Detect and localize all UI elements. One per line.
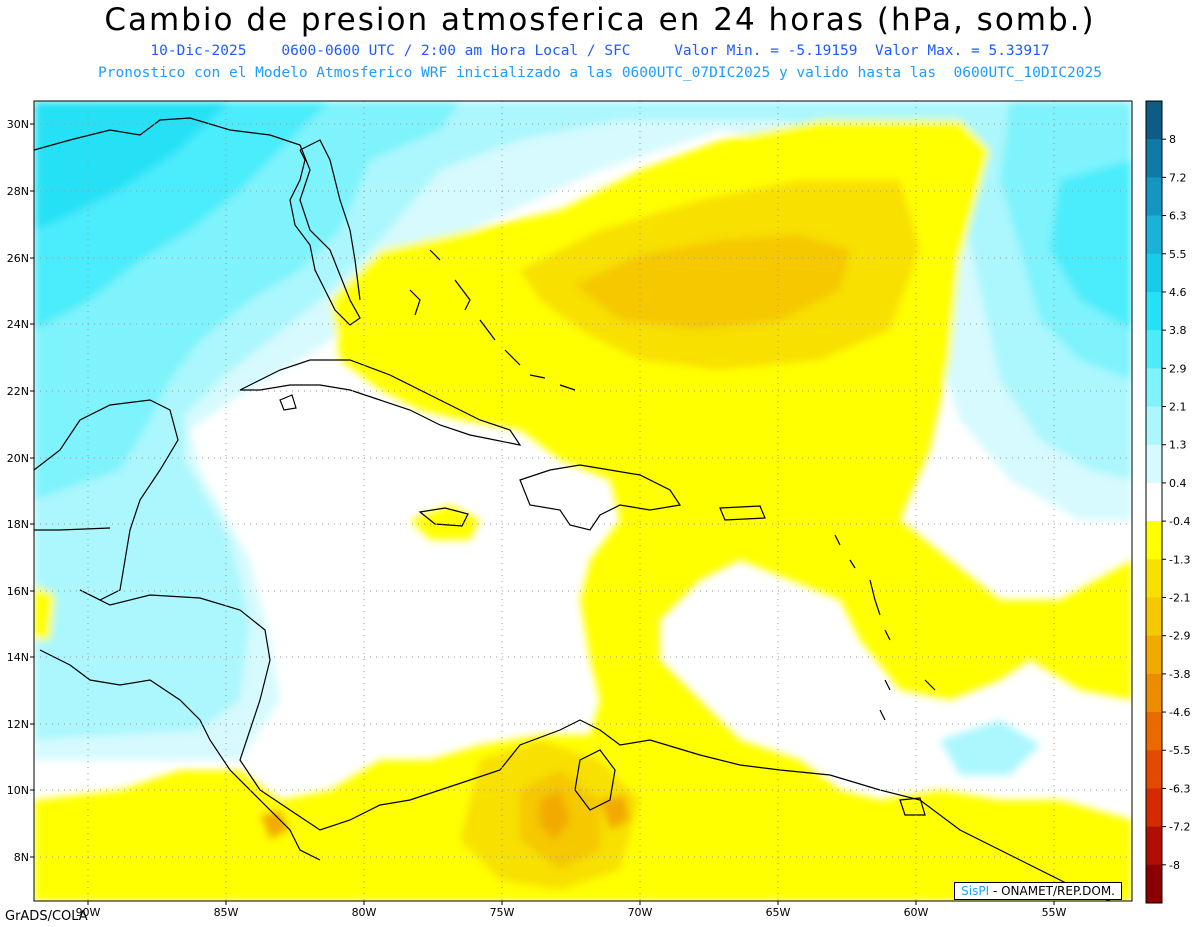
cyan-patch-se <box>940 720 1040 775</box>
graticule <box>34 101 1132 901</box>
tick-marks <box>30 123 1055 905</box>
colorbar-label: -3.8 <box>1169 668 1190 681</box>
latitude-labels: 30N 28N 26N 24N 22N 20N 18N 16N 14N 12N … <box>7 118 29 864</box>
colorbar-swatch <box>1146 826 1162 866</box>
colorbar-swatch <box>1146 635 1162 675</box>
orange-spot-2 <box>600 795 630 830</box>
cyan-darker-nw <box>34 101 230 230</box>
colorbar-label: -6.3 <box>1169 782 1190 795</box>
credit-text: - ONAMET/REP.DOM. <box>989 884 1115 898</box>
colorbar-swatch <box>1146 712 1162 751</box>
colorbar-swatch <box>1146 291 1162 331</box>
sispi-logo: SisPI <box>961 884 990 898</box>
lat-label: 30N <box>7 118 29 131</box>
colorbar-label: 2.9 <box>1169 362 1187 375</box>
colorbar-label: 0.4 <box>1169 477 1187 490</box>
colorbar-label: 8 <box>1169 133 1176 146</box>
colorbar-swatch <box>1146 559 1162 598</box>
colorbar: 8 7.2 6.3 5.5 4.6 3.8 2.9 2.1 1.3 0.4 -0.4 -1.3 -2.1… <box>1145 100 1190 904</box>
lat-label: 10N <box>7 784 29 797</box>
lat-label: 12N <box>7 718 29 731</box>
colorbar-label: 3.8 <box>1169 324 1187 337</box>
forecast-time-line: 10-Dic-2025 0600-0600 UTC / 2:00 am Hora… <box>150 43 1050 59</box>
lat-label: 28N <box>7 185 29 198</box>
colorbar-label: -1.3 <box>1169 553 1190 566</box>
map-frame <box>33 100 1133 902</box>
lon-label: 70W <box>628 906 653 919</box>
isla-juventud <box>279 394 297 411</box>
central-america-coast <box>39 589 651 861</box>
lat-label: 18N <box>7 518 29 531</box>
colorbar-label: -5.5 <box>1169 744 1190 757</box>
south-america-coast <box>649 739 1111 901</box>
colorbar-swatch <box>1146 330 1162 369</box>
longitude-labels: 90W 85W 80W 75W 70W 65W 60W 55W <box>76 906 1067 919</box>
colorbar-label: 2.1 <box>1169 401 1187 414</box>
model-info-line: Pronostico con el Modelo Atmosferico WRF… <box>98 65 1102 81</box>
lat-label: 20N <box>7 452 29 465</box>
yellow-west-edge <box>34 585 55 640</box>
chart-title: Cambio de presion atmosferica en 24 hora… <box>104 2 1096 38</box>
lat-label: 16N <box>7 585 29 598</box>
colorbar-label: 4.6 <box>1169 286 1187 299</box>
colorbar-label: 5.5 <box>1169 248 1187 261</box>
orange-band <box>575 235 850 330</box>
colorbar-swatch <box>1146 139 1162 178</box>
lat-label: 22N <box>7 385 29 398</box>
lat-label: 24N <box>7 318 29 331</box>
colorbar-swatch <box>1146 597 1162 637</box>
colorbar-swatch <box>1146 215 1162 255</box>
lon-label: 60W <box>904 906 929 919</box>
florida-coast <box>34 117 361 326</box>
colorbar-swatch <box>1146 368 1162 408</box>
orange-spot-3 <box>260 810 290 840</box>
credit-box: SisPI - ONAMET/REP.DOM. <box>954 882 1122 900</box>
colorbar-label: -2.9 <box>1169 630 1190 643</box>
colorbar-swatch <box>1146 521 1162 560</box>
yucatan-coast <box>34 399 179 601</box>
lat-label: 14N <box>7 651 29 664</box>
colorbar-swatch <box>1146 864 1162 904</box>
cyan-deep-east <box>1050 160 1132 330</box>
lon-label: 55W <box>1042 906 1067 919</box>
colorbar-swatch <box>1146 406 1162 446</box>
trinidad-island <box>899 797 926 816</box>
colorbar-swatch <box>1146 253 1162 293</box>
colorbar-frame <box>1145 100 1163 904</box>
colorbar-swatch <box>1146 444 1162 484</box>
colorbar-label: -4.6 <box>1169 706 1190 719</box>
colorbar-swatch <box>1146 750 1162 789</box>
colorbar-swatch <box>1146 177 1162 217</box>
colorbar-label: -2.1 <box>1169 591 1190 604</box>
colorbar-label: -0.4 <box>1169 515 1190 528</box>
colorbar-swatch <box>1146 788 1162 828</box>
lat-label: 26N <box>7 252 29 265</box>
colorbar-label: -8 <box>1169 859 1180 872</box>
colorbar-swatch <box>1146 673 1162 713</box>
colorbar-label: 1.3 <box>1169 439 1187 452</box>
lon-label: 80W <box>352 906 377 919</box>
hispaniola-island <box>519 464 682 531</box>
coastlines <box>34 117 1111 901</box>
lesser-antilles <box>834 534 936 721</box>
yellow-jamaica <box>410 505 480 540</box>
shaded-field <box>34 101 1132 901</box>
lon-label: 90W <box>76 906 101 919</box>
cuba-island <box>239 359 522 446</box>
colorbar-label: 6.3 <box>1169 210 1187 223</box>
puerto-rico-island <box>719 505 766 521</box>
jamaica-island <box>418 507 469 527</box>
orange-spot-1 <box>540 790 570 840</box>
colorbar-label: -7.2 <box>1169 821 1190 834</box>
colorbar-swatch <box>1146 101 1162 140</box>
bahamas-islands <box>409 249 576 391</box>
lon-label: 85W <box>214 906 239 919</box>
grads-label: GrADS/COLA <box>5 909 88 924</box>
lon-label: 75W <box>490 906 515 919</box>
colorbar-swatch <box>1146 482 1162 522</box>
lat-label: 8N <box>14 851 29 864</box>
colorbar-label: 7.2 <box>1169 171 1187 184</box>
lon-label: 65W <box>766 906 791 919</box>
